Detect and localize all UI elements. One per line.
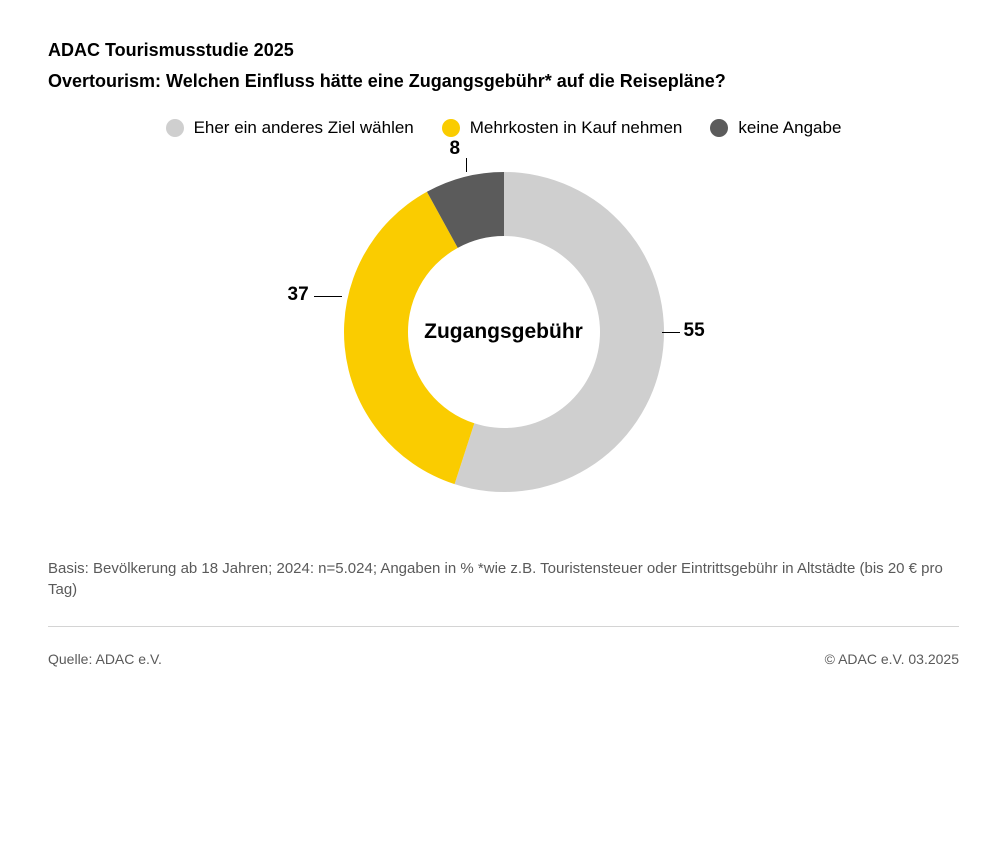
leader-line: [662, 332, 680, 333]
donut-svg: [334, 162, 674, 502]
divider: [48, 626, 959, 627]
slice-value: 55: [684, 320, 705, 342]
slice-value: 8: [450, 138, 461, 160]
page-subtitle: Overtourism: Welchen Einfluss hätte eine…: [48, 71, 959, 92]
legend-label: Eher ein anderes Ziel wählen: [194, 118, 414, 138]
legend-swatch: [166, 119, 184, 137]
legend-item: Mehrkosten in Kauf nehmen: [442, 118, 683, 138]
chart-legend: Eher ein anderes Ziel wählen Mehrkosten …: [48, 118, 959, 138]
footer: Quelle: ADAC e.V. © ADAC e.V. 03.2025: [48, 651, 959, 667]
chart-container: Zugangsgebühr 55 37 8: [48, 162, 959, 502]
footer-copyright: © ADAC e.V. 03.2025: [825, 651, 959, 667]
donut-chart: Zugangsgebühr 55 37 8: [334, 162, 674, 502]
legend-label: keine Angabe: [738, 118, 841, 138]
page: ADAC Tourismusstudie 2025 Overtourism: W…: [0, 0, 1007, 862]
legend-item: Eher ein anderes Ziel wählen: [166, 118, 414, 138]
leader-line: [314, 296, 342, 297]
leader-line: [466, 158, 467, 172]
footer-source: Quelle: ADAC e.V.: [48, 651, 162, 667]
legend-item: keine Angabe: [710, 118, 841, 138]
legend-swatch: [710, 119, 728, 137]
page-title: ADAC Tourismusstudie 2025: [48, 40, 959, 61]
slice-value: 37: [288, 284, 309, 306]
legend-swatch: [442, 119, 460, 137]
legend-label: Mehrkosten in Kauf nehmen: [470, 118, 683, 138]
basis-text: Basis: Bevölkerung ab 18 Jahren; 2024: n…: [48, 558, 959, 600]
